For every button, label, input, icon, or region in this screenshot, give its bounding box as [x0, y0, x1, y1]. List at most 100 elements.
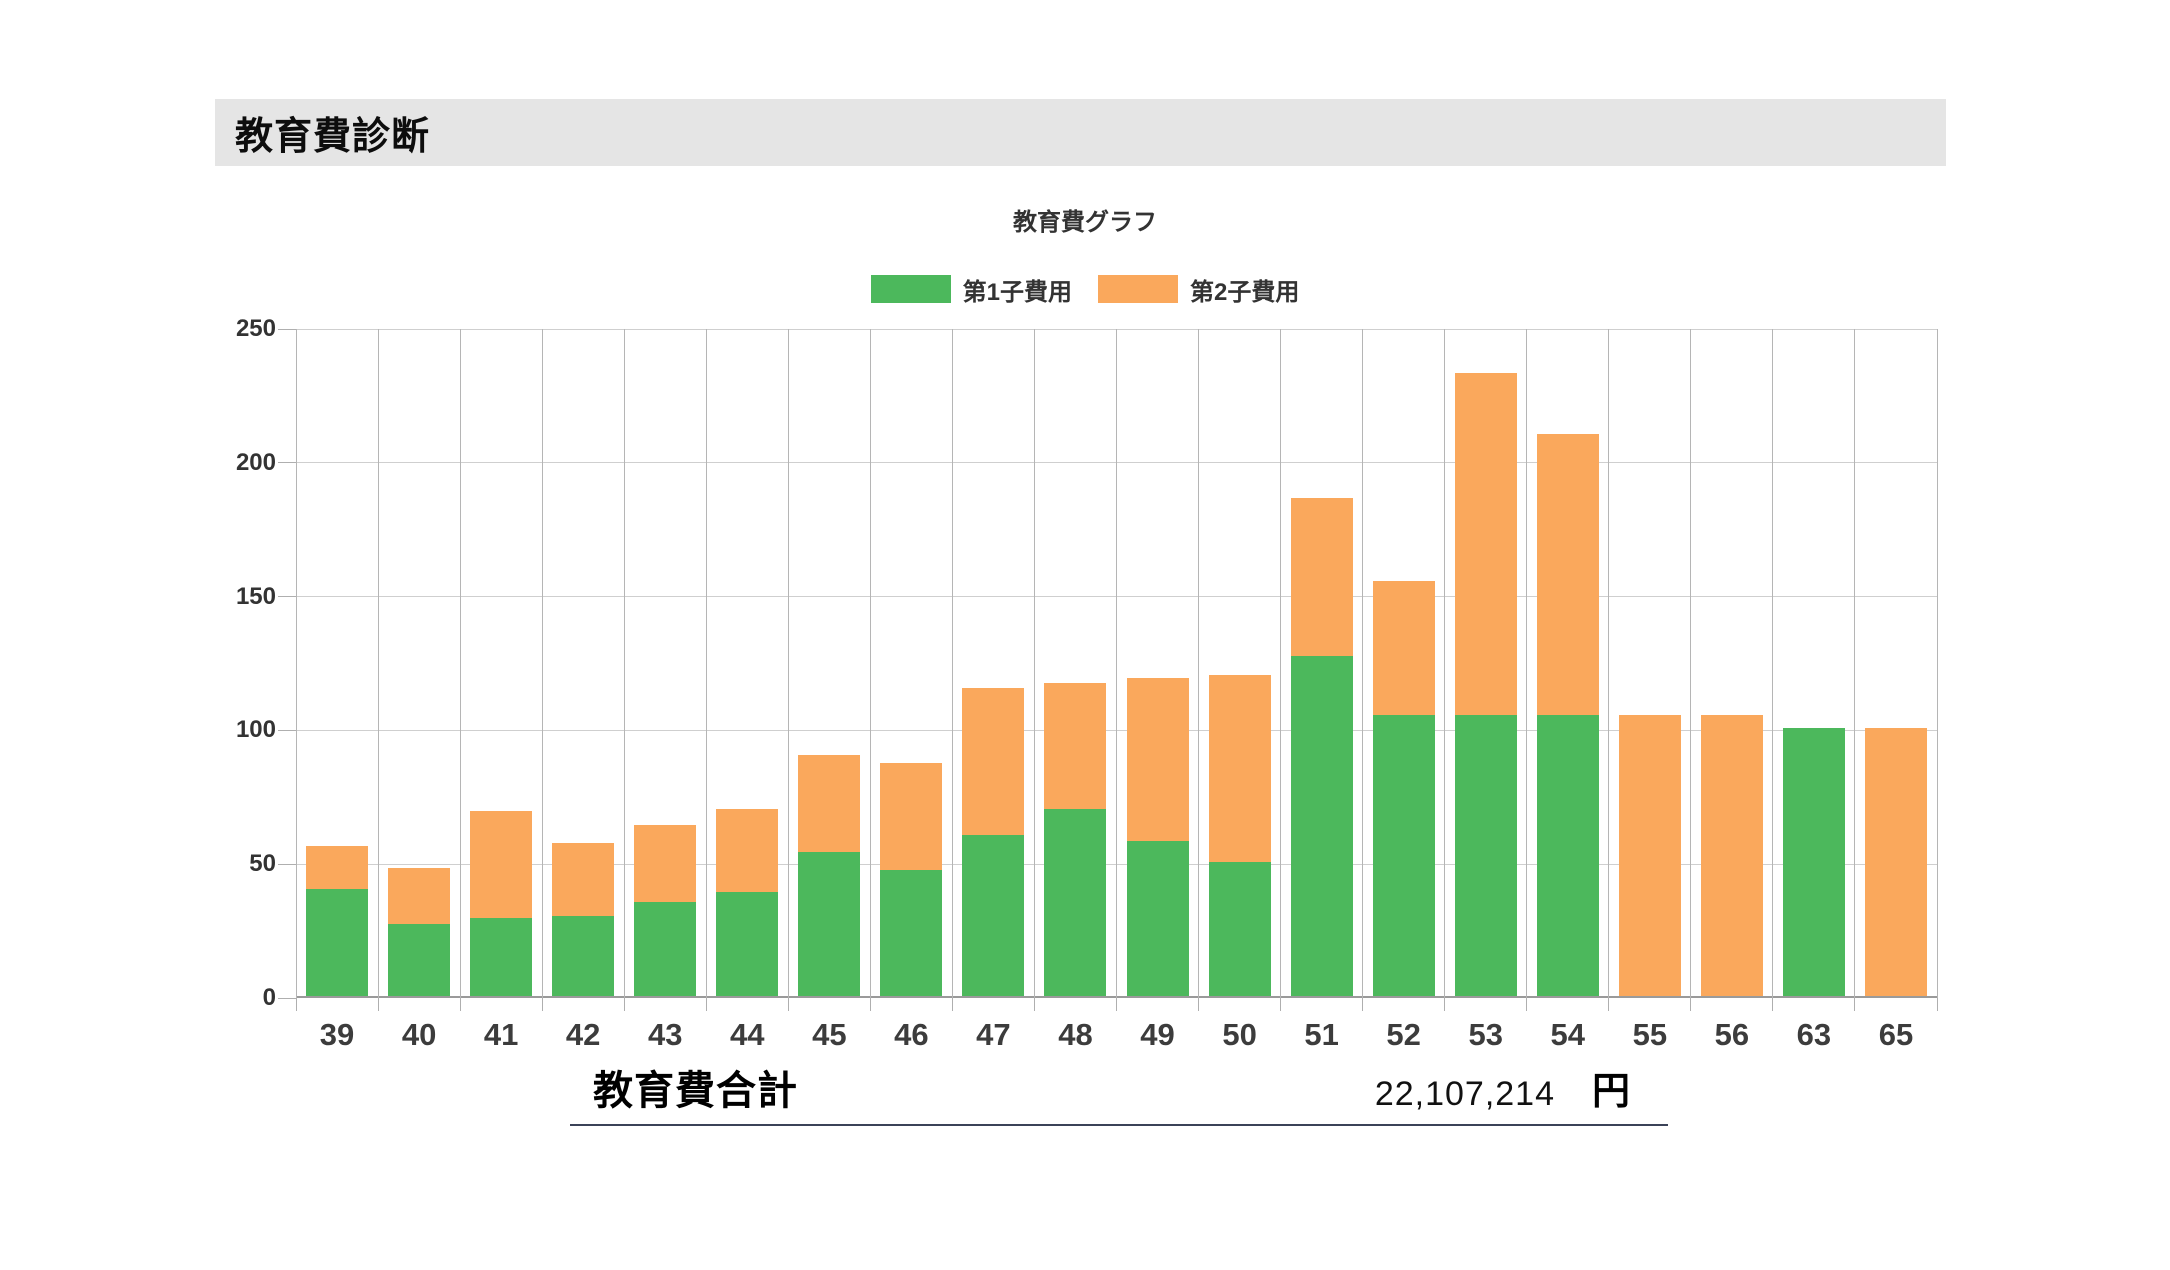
- x-axis-tick-15: [1526, 998, 1528, 1011]
- x-axis-label-44: 44: [730, 1017, 765, 1052]
- gridline-v-3: [541, 329, 543, 998]
- legend-label-first-child: 第1子費用: [962, 278, 1072, 306]
- y-axis-label-100: 100: [235, 716, 276, 744]
- bar-second-child-44: [716, 808, 779, 892]
- x-axis-tick-11: [1198, 998, 1200, 1011]
- bar-first-child-42: [552, 915, 615, 996]
- x-axis-tick-5: [705, 998, 707, 1011]
- gridline-v-14: [1444, 329, 1446, 998]
- legend-item-first-child: 第1子費用: [870, 272, 1072, 307]
- bar-first-child-39: [306, 888, 369, 996]
- bar-second-child-45: [798, 755, 861, 852]
- y-axis-label-0: 0: [262, 984, 276, 1011]
- page-header: 教育費診断: [215, 99, 1946, 166]
- x-axis-label-42: 42: [565, 1017, 601, 1052]
- gridline-v-4: [623, 329, 625, 998]
- x-axis-label-43: 43: [647, 1017, 683, 1052]
- x-axis-label-53: 53: [1468, 1017, 1503, 1052]
- bar-first-child-53: [1454, 715, 1517, 996]
- total-value: 22,107,214: [1374, 1075, 1555, 1113]
- bar-first-child-47: [962, 835, 1025, 996]
- x-axis-label-55: 55: [1632, 1017, 1668, 1052]
- plot-area: [295, 328, 1938, 998]
- gridline-v-18: [1772, 329, 1774, 998]
- y-axis-tick-50: [278, 863, 296, 865]
- chart-title: 教育費グラフ: [1013, 209, 1157, 236]
- y-axis-label-200: 200: [235, 448, 276, 476]
- x-axis-tick-2: [459, 998, 461, 1011]
- bar-first-child-41: [470, 918, 533, 996]
- bar-first-child-51: [1290, 656, 1353, 996]
- x-axis-tick-9: [1033, 998, 1035, 1011]
- x-axis-tick-12: [1280, 998, 1282, 1011]
- gridline-v-13: [1362, 329, 1364, 998]
- x-axis-tick-8: [951, 998, 953, 1011]
- x-axis-tick-20: [1936, 998, 1938, 1011]
- y-axis-label-250: 250: [235, 315, 276, 342]
- y-axis-line: [295, 329, 297, 998]
- legend-item-second-child: 第2子費用: [1098, 272, 1299, 307]
- x-axis-tick-6: [787, 998, 789, 1011]
- x-axis-tick-10: [1116, 998, 1117, 1011]
- bar-second-child-55: [1618, 715, 1681, 996]
- x-axis-tick-18: [1772, 998, 1774, 1011]
- x-axis-tick-17: [1690, 998, 1692, 1011]
- bar-second-child-46: [880, 763, 943, 871]
- total-row: 教育費合計 22,107,214 円: [570, 1068, 1668, 1126]
- bar-first-child-43: [634, 902, 697, 996]
- bar-second-child-41: [470, 811, 533, 919]
- y-axis-label-150: 150: [235, 582, 276, 610]
- x-axis-tick-7: [869, 998, 871, 1011]
- gridline-v-8: [951, 329, 953, 998]
- x-axis-label-49: 49: [1140, 1017, 1175, 1052]
- x-axis-tick-4: [623, 998, 625, 1011]
- x-axis-tick-13: [1362, 998, 1364, 1011]
- total-unit: 円: [1591, 1071, 1630, 1113]
- bar-second-child-47: [962, 688, 1025, 836]
- gridline-v-5: [705, 329, 707, 998]
- x-axis-tick-0: [295, 998, 297, 1011]
- bar-first-child-46: [880, 870, 943, 996]
- x-axis-label-48: 48: [1058, 1017, 1093, 1052]
- x-axis-label-51: 51: [1304, 1017, 1339, 1052]
- x-axis-label-47: 47: [976, 1017, 1011, 1052]
- legend-swatch-second-child: [1098, 275, 1178, 303]
- x-axis-label-52: 52: [1386, 1017, 1421, 1052]
- bar-first-child-48: [1044, 808, 1107, 996]
- gridline-v-1: [377, 329, 379, 998]
- page-title: 教育費診断: [235, 116, 431, 158]
- x-axis-tick-19: [1854, 998, 1856, 1011]
- bar-first-child-45: [798, 851, 861, 996]
- bar-second-child-49: [1126, 677, 1189, 841]
- y-axis-tick-150: [278, 596, 296, 598]
- x-axis-tick-1: [377, 998, 379, 1011]
- y-axis-tick-100: [278, 729, 296, 731]
- x-axis-label-40: 40: [401, 1017, 437, 1052]
- gridline-v-6: [787, 329, 789, 998]
- bar-second-child-42: [552, 843, 615, 916]
- bar-second-child-43: [634, 824, 697, 903]
- gridline-v-10: [1116, 329, 1117, 998]
- x-axis-label-50: 50: [1222, 1017, 1257, 1052]
- bar-first-child-54: [1536, 715, 1599, 996]
- bar-second-child-40: [388, 867, 451, 924]
- bar-second-child-48: [1044, 682, 1107, 809]
- gridline-v-2: [459, 329, 461, 998]
- bar-first-child-49: [1126, 840, 1189, 996]
- bar-second-child-39: [306, 846, 369, 889]
- bar-first-child-50: [1208, 862, 1271, 996]
- bar-second-child-54: [1536, 434, 1599, 716]
- bar-first-child-44: [716, 891, 779, 996]
- y-axis-tick-200: [278, 462, 296, 464]
- chart-legend: 第1子費用 第2子費用: [230, 272, 1940, 307]
- gridline-v-20: [1936, 329, 1938, 998]
- gridline-v-7: [869, 329, 871, 998]
- gridline-v-9: [1033, 329, 1035, 998]
- x-axis-label-41: 41: [483, 1017, 519, 1052]
- y-axis-label-50: 50: [249, 850, 276, 878]
- total-label: 教育費合計: [593, 1069, 798, 1113]
- bar-second-child-56: [1700, 715, 1763, 996]
- x-axis-label-45: 45: [812, 1017, 847, 1052]
- bar-second-child-65: [1864, 728, 1927, 996]
- bar-first-child-40: [388, 923, 451, 996]
